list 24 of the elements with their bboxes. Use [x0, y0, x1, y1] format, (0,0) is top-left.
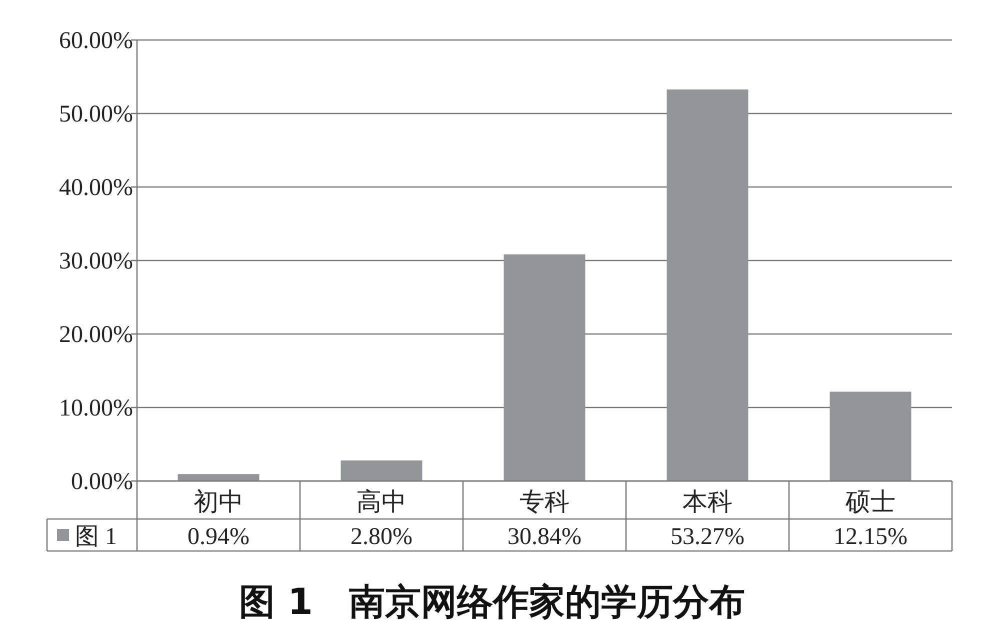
data-label: 53.27%: [670, 524, 744, 550]
y-tick-label: 40.00%: [59, 175, 133, 201]
legend-label: 图 1: [75, 524, 117, 550]
x-tick-label: 本科: [682, 489, 732, 516]
y-tick-label: 50.00%: [59, 102, 133, 128]
x-tick-label: 初中: [194, 488, 244, 516]
bar: [666, 89, 748, 481]
data-label: 0.94%: [188, 524, 250, 550]
y-tick-label: 20.00%: [59, 322, 133, 348]
x-tick-label: 专科: [520, 489, 570, 516]
data-label: 2.80%: [350, 524, 412, 550]
bar: [340, 460, 422, 481]
data-label: 30.84%: [508, 524, 582, 550]
y-tick-label: 0.00%: [71, 469, 133, 495]
x-tick-label: 硕士: [844, 489, 896, 516]
bar: [504, 254, 586, 481]
bar: [178, 474, 260, 481]
x-tick-label: 高中: [356, 488, 406, 516]
data-label: 12.15%: [834, 524, 908, 550]
y-tick-label: 10.00%: [59, 396, 133, 422]
text: 图 1 南京网络作家的学历分布: [239, 582, 745, 623]
y-tick-label: 60.00%: [59, 28, 133, 54]
y-tick-label: 30.00%: [59, 248, 133, 274]
bar: [830, 392, 912, 481]
